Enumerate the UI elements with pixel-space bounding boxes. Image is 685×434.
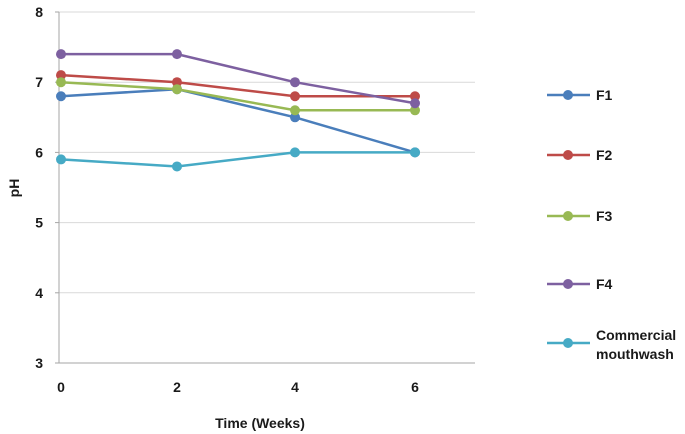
data-point — [172, 161, 182, 172]
series-line — [60, 73, 415, 98]
legend-entry: F4 — [547, 276, 613, 292]
legend-label: F4 — [596, 276, 613, 292]
x-tick-labels: 0 2 4 6 — [57, 379, 419, 395]
legend-label: Commercial mouthwash — [596, 327, 676, 362]
y-tick-label: 5 — [35, 215, 43, 231]
y-tick-labels: 3 4 5 6 7 8 — [35, 4, 43, 371]
legend-label: F3 — [596, 208, 613, 224]
x-axis-title: Time (Weeks) — [215, 415, 305, 431]
data-point — [56, 154, 66, 165]
legend-marker — [563, 90, 573, 100]
data-point — [410, 98, 420, 109]
legend: F1 F2 F3 F4 Commercial mouthwash — [547, 87, 676, 362]
gridlines — [59, 11, 475, 364]
data-point — [290, 77, 300, 88]
legend-label: F1 — [596, 87, 613, 103]
data-point — [56, 49, 66, 60]
x-tick-label: 2 — [173, 379, 181, 395]
data-point — [290, 91, 300, 102]
data-point — [56, 91, 66, 102]
data-point — [290, 105, 300, 116]
x-tick-label: 6 — [411, 379, 419, 395]
series-line — [61, 52, 416, 105]
y-axis-title: pH — [6, 179, 22, 198]
data-point — [410, 147, 420, 158]
x-tick-label: 0 — [57, 379, 65, 395]
data-point — [56, 77, 66, 88]
data-point — [290, 112, 300, 123]
x-tick-label: 4 — [291, 379, 299, 395]
legend-marker — [563, 211, 573, 221]
legend-label-line: mouthwash — [596, 346, 674, 362]
series-4 — [56, 49, 420, 109]
series-line — [60, 87, 416, 154]
data-point — [56, 70, 66, 81]
data-point — [172, 84, 182, 95]
legend-label-line: Commercial — [596, 327, 676, 343]
series-2 — [56, 70, 420, 102]
legend-entry: F2 — [547, 147, 613, 163]
legend-entry: F1 — [547, 87, 613, 103]
series-line — [60, 151, 415, 168]
legend-marker — [563, 279, 573, 289]
legend-marker — [563, 150, 573, 160]
y-tick-label: 6 — [35, 144, 43, 160]
legend-marker — [563, 338, 573, 348]
data-point — [172, 77, 182, 88]
data-point — [410, 91, 420, 102]
series-3 — [56, 77, 420, 116]
series-line — [60, 80, 415, 112]
legend-entry: F3 — [547, 208, 613, 224]
data-point — [410, 105, 420, 116]
series-lines — [56, 49, 420, 172]
axes — [55, 11, 475, 364]
data-point — [172, 49, 182, 60]
y-tick-label: 8 — [35, 4, 43, 20]
legend-entry: Commercial mouthwash — [547, 327, 676, 362]
data-point — [290, 147, 300, 158]
y-tick-label: 7 — [35, 74, 43, 90]
y-tick-label: 4 — [35, 285, 43, 301]
legend-label: F2 — [596, 147, 613, 163]
series-5 — [56, 147, 420, 172]
y-tick-label: 3 — [35, 355, 43, 371]
